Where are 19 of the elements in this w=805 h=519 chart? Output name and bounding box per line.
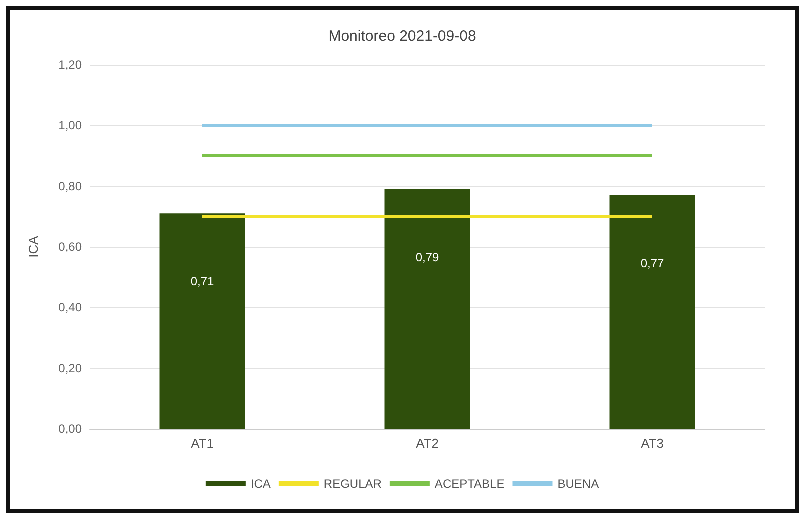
legend-label: BUENA [558, 477, 600, 491]
x-tick-label: AT3 [641, 436, 664, 451]
y-tick-label: 1,00 [58, 118, 82, 133]
y-tick-label: 0,60 [58, 240, 82, 254]
data-label: 0,79 [416, 250, 440, 264]
x-tick-label: AT2 [416, 436, 439, 451]
data-label: 0,77 [640, 256, 664, 270]
y-tick-label: 0,00 [58, 422, 82, 436]
legend-label: REGULAR [324, 477, 382, 491]
x-tick-label: AT1 [191, 436, 214, 451]
legend-label: ICA [250, 477, 271, 491]
y-tick-label: 0,80 [58, 179, 82, 194]
data-label: 0,71 [190, 274, 214, 289]
y-axis-title: ICA [26, 236, 41, 258]
chart-title: Monitoreo 2021-09-08 [328, 28, 476, 45]
y-tick-label: 0,40 [58, 300, 82, 315]
y-tick-label: 0,20 [58, 361, 82, 376]
legend-label: ACEPTABLE [434, 477, 505, 491]
y-tick-label: 1,20 [58, 58, 82, 72]
